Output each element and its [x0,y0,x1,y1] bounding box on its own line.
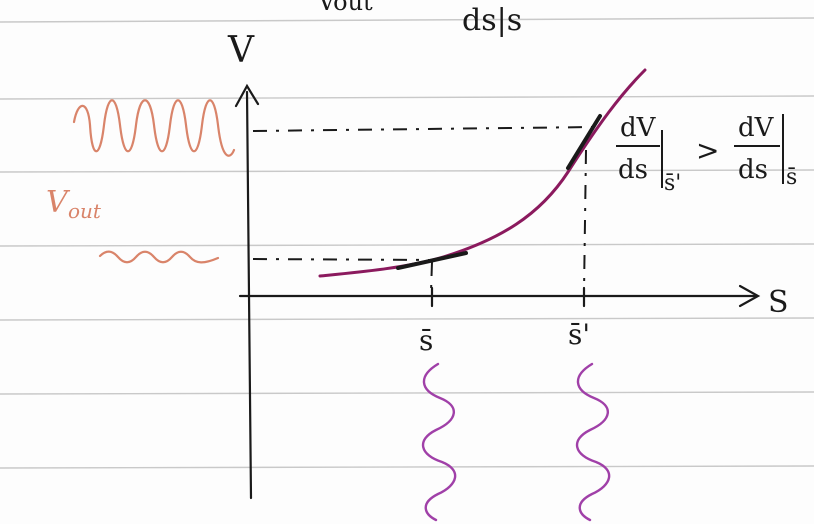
tick-label-s-prime: s̄' [568,318,590,351]
ruled-line [0,169,814,173]
tangent-at-s-prime [566,114,602,170]
lhs-numerator: dV [620,113,657,143]
tick-label-s-bar: s̄ [419,324,433,357]
vout-label-sub: out [68,199,102,223]
output-wave-small [98,250,220,264]
header-fragment-right: ds|s [462,3,522,38]
s-axis-label: S [768,285,789,320]
input-wave-s-prime [576,362,611,522]
lhs-eval-point: s̄' [664,171,681,196]
tangent-at-s-bar [396,251,468,270]
ruled-line [0,317,814,321]
lhs-denominator: ds [618,155,648,185]
guide-v-s-prime [583,149,587,293]
ruled-line [0,243,814,247]
ruled-line [0,95,814,100]
input-wave-s-bar [422,362,457,522]
rhs-denominator: ds [738,155,768,185]
ruled-line [0,391,814,395]
rhs-eval-point: s̄ [786,165,797,190]
guide-h-upper [252,126,597,132]
v-axis-label: V [227,30,255,71]
guide-h-lower [252,258,433,261]
axes [234,83,761,500]
v-axis-arrowhead [234,83,260,108]
comparison-operator: > [696,134,719,167]
ticks [430,286,586,308]
vout-label-base: V [46,185,71,220]
guides [252,126,597,293]
s-axis-arrowhead [738,284,761,308]
rhs-numerator: dV [738,113,775,143]
ruled-lines [0,17,814,469]
guide-v-s-bar [430,261,433,293]
transfer-curve [318,68,647,278]
output-wave-large [72,99,236,157]
ruled-line [0,17,814,23]
header-fragment-left: Vout [317,0,373,16]
derivative-comparison: dV ds s̄' > dV ds s̄ [616,113,797,196]
ruled-line [0,465,814,469]
